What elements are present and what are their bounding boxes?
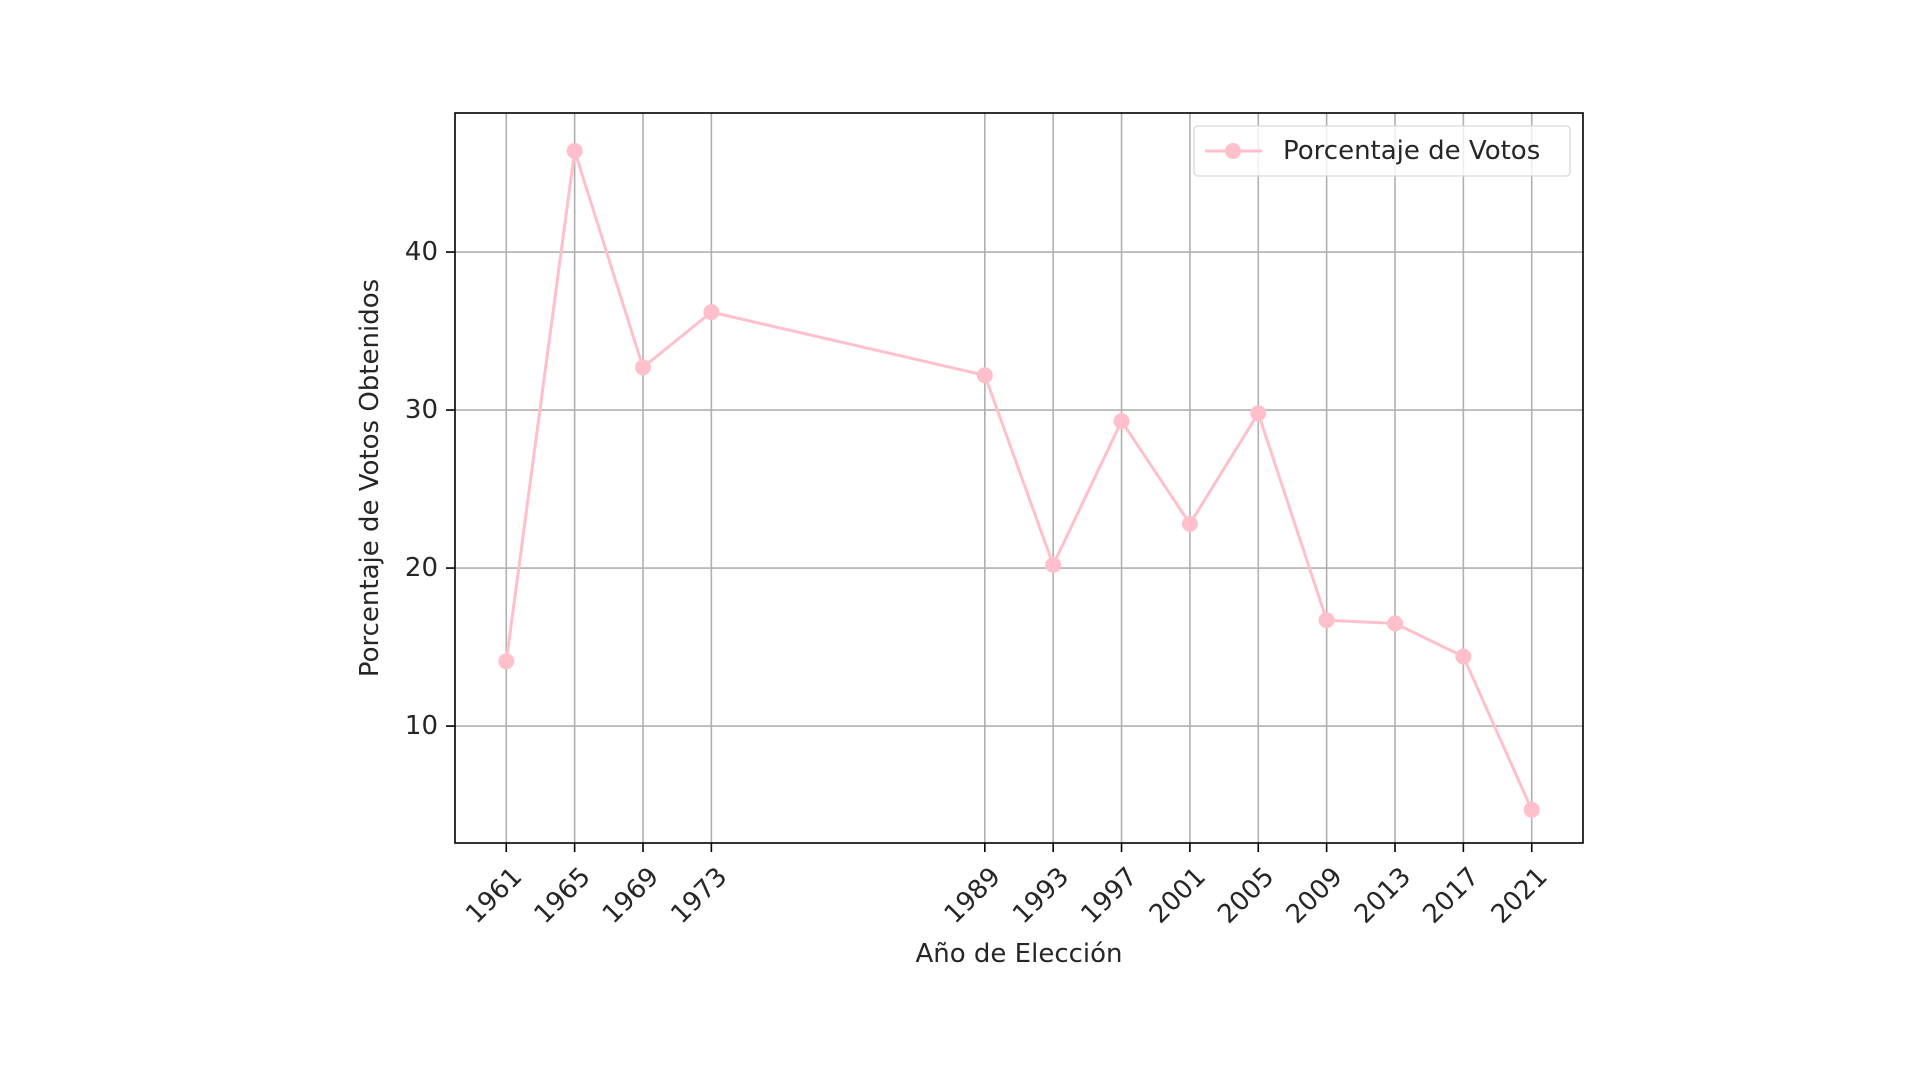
x-tick-label: 1965 (529, 862, 597, 930)
x-tick-label: 1973 (665, 862, 733, 930)
y-tick-label: 20 (405, 553, 438, 583)
series-line (504, 149, 1534, 812)
data-point (1387, 615, 1403, 632)
data-point (498, 653, 515, 670)
x-tick-label: 1969 (597, 862, 665, 930)
data-point (635, 359, 651, 376)
data-point (1113, 413, 1130, 430)
data-point (1045, 556, 1062, 573)
legend-label: Porcentaje de Votos (1283, 136, 1540, 166)
x-axis-label: Año de Elección (915, 939, 1122, 969)
y-axis-label: Porcentaje de Votos Obtenidos (355, 279, 385, 677)
data-point (566, 142, 583, 159)
y-tick-label: 30 (405, 395, 438, 425)
x-tick-label: 2017 (1417, 862, 1485, 930)
x-tick-label: 1993 (1007, 862, 1075, 930)
data-point (976, 367, 993, 384)
series-layer (498, 142, 1540, 818)
legend-box (1193, 125, 1571, 177)
data-point (1318, 612, 1335, 629)
ticks: 1961 1965 1969 1973 1989 1993 1997 2001 2005 2009… (405, 237, 1554, 930)
data-point (1181, 515, 1198, 532)
x-tick-label: 2001 (1144, 862, 1212, 930)
legend: Porcentaje de Votos (1193, 125, 1571, 177)
grid (455, 113, 1583, 843)
x-tick-label: 2005 (1212, 862, 1280, 930)
y-tick-label: 40 (405, 237, 438, 267)
data-point (703, 304, 720, 321)
y-tick-label: 10 (405, 711, 438, 741)
data-point (1523, 801, 1540, 818)
x-tick-label: 2013 (1349, 862, 1417, 930)
x-tick-label: 2021 (1486, 862, 1554, 930)
x-tick-label: 2009 (1281, 862, 1349, 930)
plot-frame (454, 112, 1584, 844)
x-tick-label: 1997 (1076, 862, 1144, 930)
legend-marker (1225, 143, 1241, 159)
x-tick-label: 1961 (460, 862, 528, 930)
data-point (1250, 405, 1267, 422)
data-point (1455, 648, 1472, 665)
x-tick-label: 1989 (939, 862, 1007, 930)
